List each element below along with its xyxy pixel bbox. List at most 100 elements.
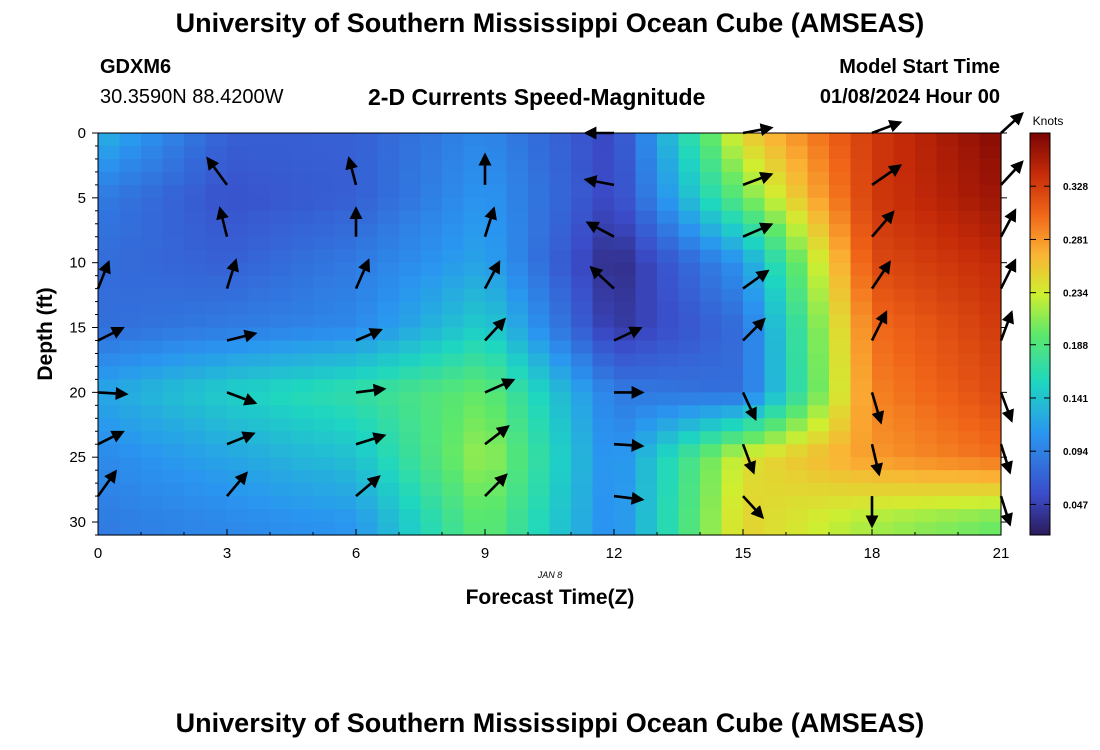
heatmap-cell (592, 327, 615, 342)
heatmap-cell (657, 236, 680, 251)
heatmap-cell (227, 483, 250, 497)
current-vector (742, 317, 766, 342)
heatmap-cell (850, 145, 873, 160)
heatmap-cell (528, 418, 551, 432)
heatmap-cell (807, 418, 830, 432)
heatmap-cell (291, 444, 314, 458)
heatmap-cell (162, 288, 185, 303)
heatmap-cell (678, 275, 701, 290)
heatmap-cell (141, 470, 164, 484)
heatmap-cell (592, 210, 615, 225)
current-vector (483, 260, 501, 290)
heatmap-cell (270, 392, 293, 406)
heatmap-cell (592, 392, 615, 406)
heatmap-cell (184, 418, 207, 432)
heatmap-cell (592, 457, 615, 471)
heatmap-cell (205, 301, 228, 316)
heatmap-cell (119, 483, 142, 497)
heatmap-cell (635, 184, 658, 199)
heatmap-cell (420, 444, 443, 458)
heatmap-cell (635, 340, 658, 355)
heatmap-cell (98, 171, 121, 186)
heatmap-cell (872, 418, 895, 432)
heatmap-cell (872, 249, 895, 264)
heatmap-cell (807, 483, 830, 497)
heatmap-cell (377, 249, 400, 264)
heatmap-cell (334, 210, 357, 225)
heatmap-cell (463, 509, 486, 523)
heatmap-cell (420, 171, 443, 186)
colorbar-tick-label: 0.047 (1063, 500, 1088, 511)
heatmap-cell (678, 288, 701, 303)
heatmap-cell (205, 314, 228, 329)
heatmap-cell (893, 483, 916, 497)
heatmap-cell (119, 366, 142, 380)
heatmap-cell (463, 366, 486, 380)
heatmap-cell (291, 457, 314, 471)
heatmap-cell (549, 470, 572, 484)
heatmap-cell (98, 158, 121, 173)
heatmap-cell (721, 366, 744, 380)
heatmap-cell (979, 392, 1002, 406)
heatmap-cell (377, 509, 400, 523)
heatmap-cell (485, 522, 508, 536)
heatmap-cell (979, 223, 1002, 238)
heatmap-cell (442, 158, 465, 173)
heatmap-cell (506, 301, 529, 316)
current-vector (741, 443, 756, 475)
heatmap-cell (420, 366, 443, 380)
heatmap-cell (291, 249, 314, 264)
heatmap-cell (141, 496, 164, 510)
heatmap-cell (442, 392, 465, 406)
heatmap-cell (463, 431, 486, 445)
heatmap-cell (549, 353, 572, 368)
heatmap-cell (807, 496, 830, 510)
heatmap-cell (829, 236, 852, 251)
heatmap-cell (700, 145, 723, 160)
heatmap-cell (291, 262, 314, 277)
current-vector (97, 327, 125, 342)
heatmap-cell (979, 366, 1002, 380)
heatmap-cell (635, 379, 658, 393)
heatmap-cell (721, 210, 744, 225)
heatmap-cell (571, 340, 594, 355)
heatmap-cell (786, 470, 809, 484)
heatmap-cell (721, 405, 744, 419)
footer-title: University of Southern Mississippi Ocean… (175, 708, 925, 738)
heatmap-cell (721, 496, 744, 510)
heatmap-cell (98, 405, 121, 419)
heatmap-cell (958, 353, 981, 368)
heatmap-cell (528, 496, 551, 510)
heatmap-cell (334, 171, 357, 186)
heatmap-cell (463, 457, 486, 471)
heatmap-cell (399, 418, 422, 432)
heatmap-cell (227, 457, 250, 471)
heatmap-cell (420, 353, 443, 368)
heatmap-cell (334, 470, 357, 484)
heatmap-cell (420, 379, 443, 393)
heatmap-cell (399, 210, 422, 225)
heatmap-cell (807, 431, 830, 445)
heatmap-cell (227, 133, 250, 147)
heatmap-cell (721, 353, 744, 368)
heatmap-cell (184, 197, 207, 212)
heatmap-cell (915, 314, 938, 329)
heatmap-cell (356, 496, 379, 510)
heatmap-cell (678, 457, 701, 471)
heatmap-cell (700, 444, 723, 458)
heatmap-cell (850, 431, 873, 445)
heatmap-cell (764, 496, 787, 510)
heatmap-cell (700, 366, 723, 380)
heatmap-cell (721, 236, 744, 251)
heatmap-cell (571, 444, 594, 458)
heatmap-cell (162, 522, 185, 536)
heatmap-cell (592, 184, 615, 199)
heatmap-cell (162, 158, 185, 173)
heatmap-cell (850, 288, 873, 303)
heatmap-cell (721, 133, 744, 147)
heatmap-cell (506, 262, 529, 277)
current-vector (613, 491, 645, 505)
heatmap-cell (205, 379, 228, 393)
heatmap-cell (248, 314, 271, 329)
heatmap-cell (700, 133, 723, 147)
